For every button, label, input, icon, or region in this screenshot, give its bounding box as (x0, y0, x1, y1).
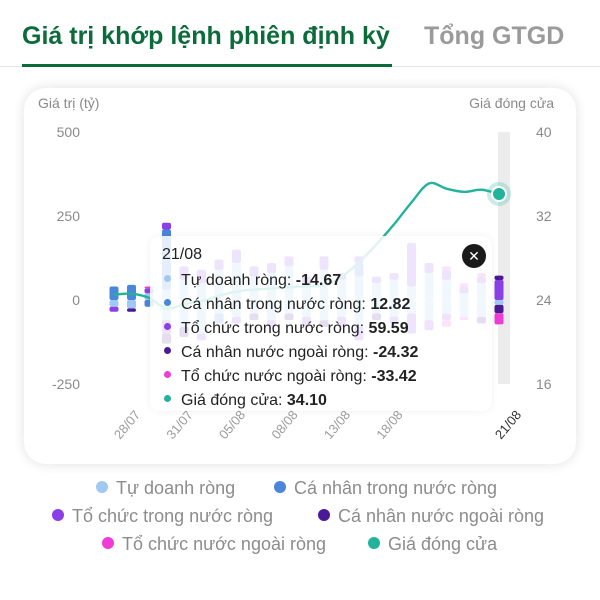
x-tick-label: 31/07 (163, 407, 195, 442)
chart-tooltip: 21/08 ✕ Tự doanh ròng: -14.67 Cá nhân tro… (150, 236, 492, 411)
y-tick-right: 40 (536, 124, 552, 140)
y-tick-left: -250 (52, 376, 80, 392)
legend-dot-icon (52, 509, 64, 522)
tooltip-label: Tổ chức nước ngoài ròng: (181, 368, 372, 385)
series-dot-icon (164, 347, 171, 355)
tooltip-date: 21/08 (162, 246, 203, 263)
tooltip-row: Giá đóng cửa: 34.10 (164, 392, 327, 410)
x-tick-label: 28/07 (111, 407, 143, 442)
y-tick-right: 32 (536, 208, 552, 224)
tooltip-label: Tự doanh ròng: (181, 272, 296, 289)
legend-dot-icon (368, 537, 380, 550)
selected-point[interactable] (491, 185, 507, 202)
legend-label: Cá nhân trong nước ròng (294, 478, 497, 498)
tooltip-value: 34.10 (286, 392, 327, 409)
tooltip-value: -14.67 (295, 272, 342, 289)
selected-column-highlight (498, 132, 510, 384)
legend-item[interactable]: Giá đóng cửa (368, 534, 497, 555)
legend-item[interactable]: Tổ chức trong nước ròng (52, 506, 273, 527)
y-tick-left: 500 (57, 124, 81, 140)
tab-periodic-matched-value[interactable]: Giá trị khớp lệnh phiên định kỳ (22, 22, 390, 50)
legend-label: Cá nhân nước ngoài ròng (338, 506, 544, 526)
bar-segment[interactable] (494, 300, 504, 305)
tooltip-row: Cá nhân trong nước ròng: 12.82 (164, 296, 410, 314)
legend-label: Tổ chức trong nước ròng (72, 506, 273, 526)
legend-dot-icon (318, 509, 330, 522)
tooltip-value: -33.42 (371, 368, 417, 385)
bar-segment[interactable] (127, 300, 136, 309)
x-tick-label: 05/08 (216, 407, 248, 442)
tooltip-label: Giá đóng cửa: (181, 392, 287, 409)
bar-segment[interactable] (494, 304, 504, 314)
legend-item[interactable]: Cá nhân nước ngoài ròng (318, 506, 544, 527)
bar-segment[interactable] (494, 279, 504, 300)
tooltip-label: Tổ chức trong nước ròng: (181, 320, 369, 337)
y-axis-left-label: Giá trị (tỷ) (38, 95, 99, 111)
close-icon[interactable]: ✕ (462, 244, 486, 268)
series-dot-icon (164, 323, 171, 331)
tooltip-value: 12.82 (370, 296, 411, 313)
series-dot-icon (164, 371, 171, 379)
series-dot-icon (164, 395, 171, 403)
legend-dot-icon (274, 481, 286, 494)
y-tick-right: 24 (536, 292, 552, 308)
bar-segment[interactable] (127, 308, 136, 312)
bar-segment[interactable] (109, 300, 119, 307)
tooltip-value: 59.59 (368, 320, 409, 337)
bar-segment[interactable] (162, 222, 171, 230)
bar-segment[interactable] (494, 275, 504, 280)
series-dot-icon (164, 299, 171, 307)
legend-item[interactable]: Cá nhân trong nước ròng (274, 478, 497, 499)
x-tick-label: 18/08 (373, 407, 405, 442)
tab-total-trading-value[interactable]: Tổng GTGD (424, 22, 565, 50)
bar-segment[interactable] (127, 284, 136, 300)
series-dot-icon (164, 275, 171, 283)
bar-segment[interactable] (109, 286, 119, 300)
y-tick-right: 16 (536, 376, 552, 392)
legend-label: Tự doanh ròng (116, 478, 236, 498)
tooltip-row: Tổ chức nước ngoài ròng: -33.42 (164, 368, 417, 386)
active-tab-indicator (22, 64, 392, 67)
tooltip-row: Tự doanh ròng: -14.67 (164, 272, 341, 290)
y-tick-left: 250 (57, 208, 81, 224)
legend-item[interactable]: Tự doanh ròng (96, 478, 235, 499)
y-tick-left: 0 (72, 292, 80, 308)
legend-label: Tổ chức nước ngoài ròng (122, 534, 327, 554)
tab-bar: Giá trị khớp lệnh phiên định kỳ Tổng GTG… (0, 0, 600, 68)
legend-dot-icon (102, 537, 114, 550)
bar-segment[interactable] (109, 306, 119, 312)
legend-item[interactable]: Tổ chức nước ngoài ròng (102, 534, 326, 555)
x-tick-label: 21/08 (492, 407, 524, 442)
legend-dot-icon (96, 481, 108, 494)
tooltip-value: -24.32 (373, 344, 419, 361)
tooltip-label: Cá nhân trong nước ròng: (181, 296, 371, 313)
tooltip-label: Cá nhân nước ngoài ròng: (181, 344, 373, 361)
bar-segment[interactable] (494, 313, 504, 325)
legend-label: Giá đóng cửa (388, 534, 498, 554)
tooltip-row: Cá nhân nước ngoài ròng: -24.32 (164, 344, 418, 362)
x-tick-label: 13/08 (321, 407, 353, 442)
y-axis-right-label: Giá đóng cửa (469, 95, 554, 111)
x-tick-label: 08/08 (268, 407, 300, 442)
tooltip-row: Tổ chức trong nước ròng: 59.59 (164, 320, 409, 338)
